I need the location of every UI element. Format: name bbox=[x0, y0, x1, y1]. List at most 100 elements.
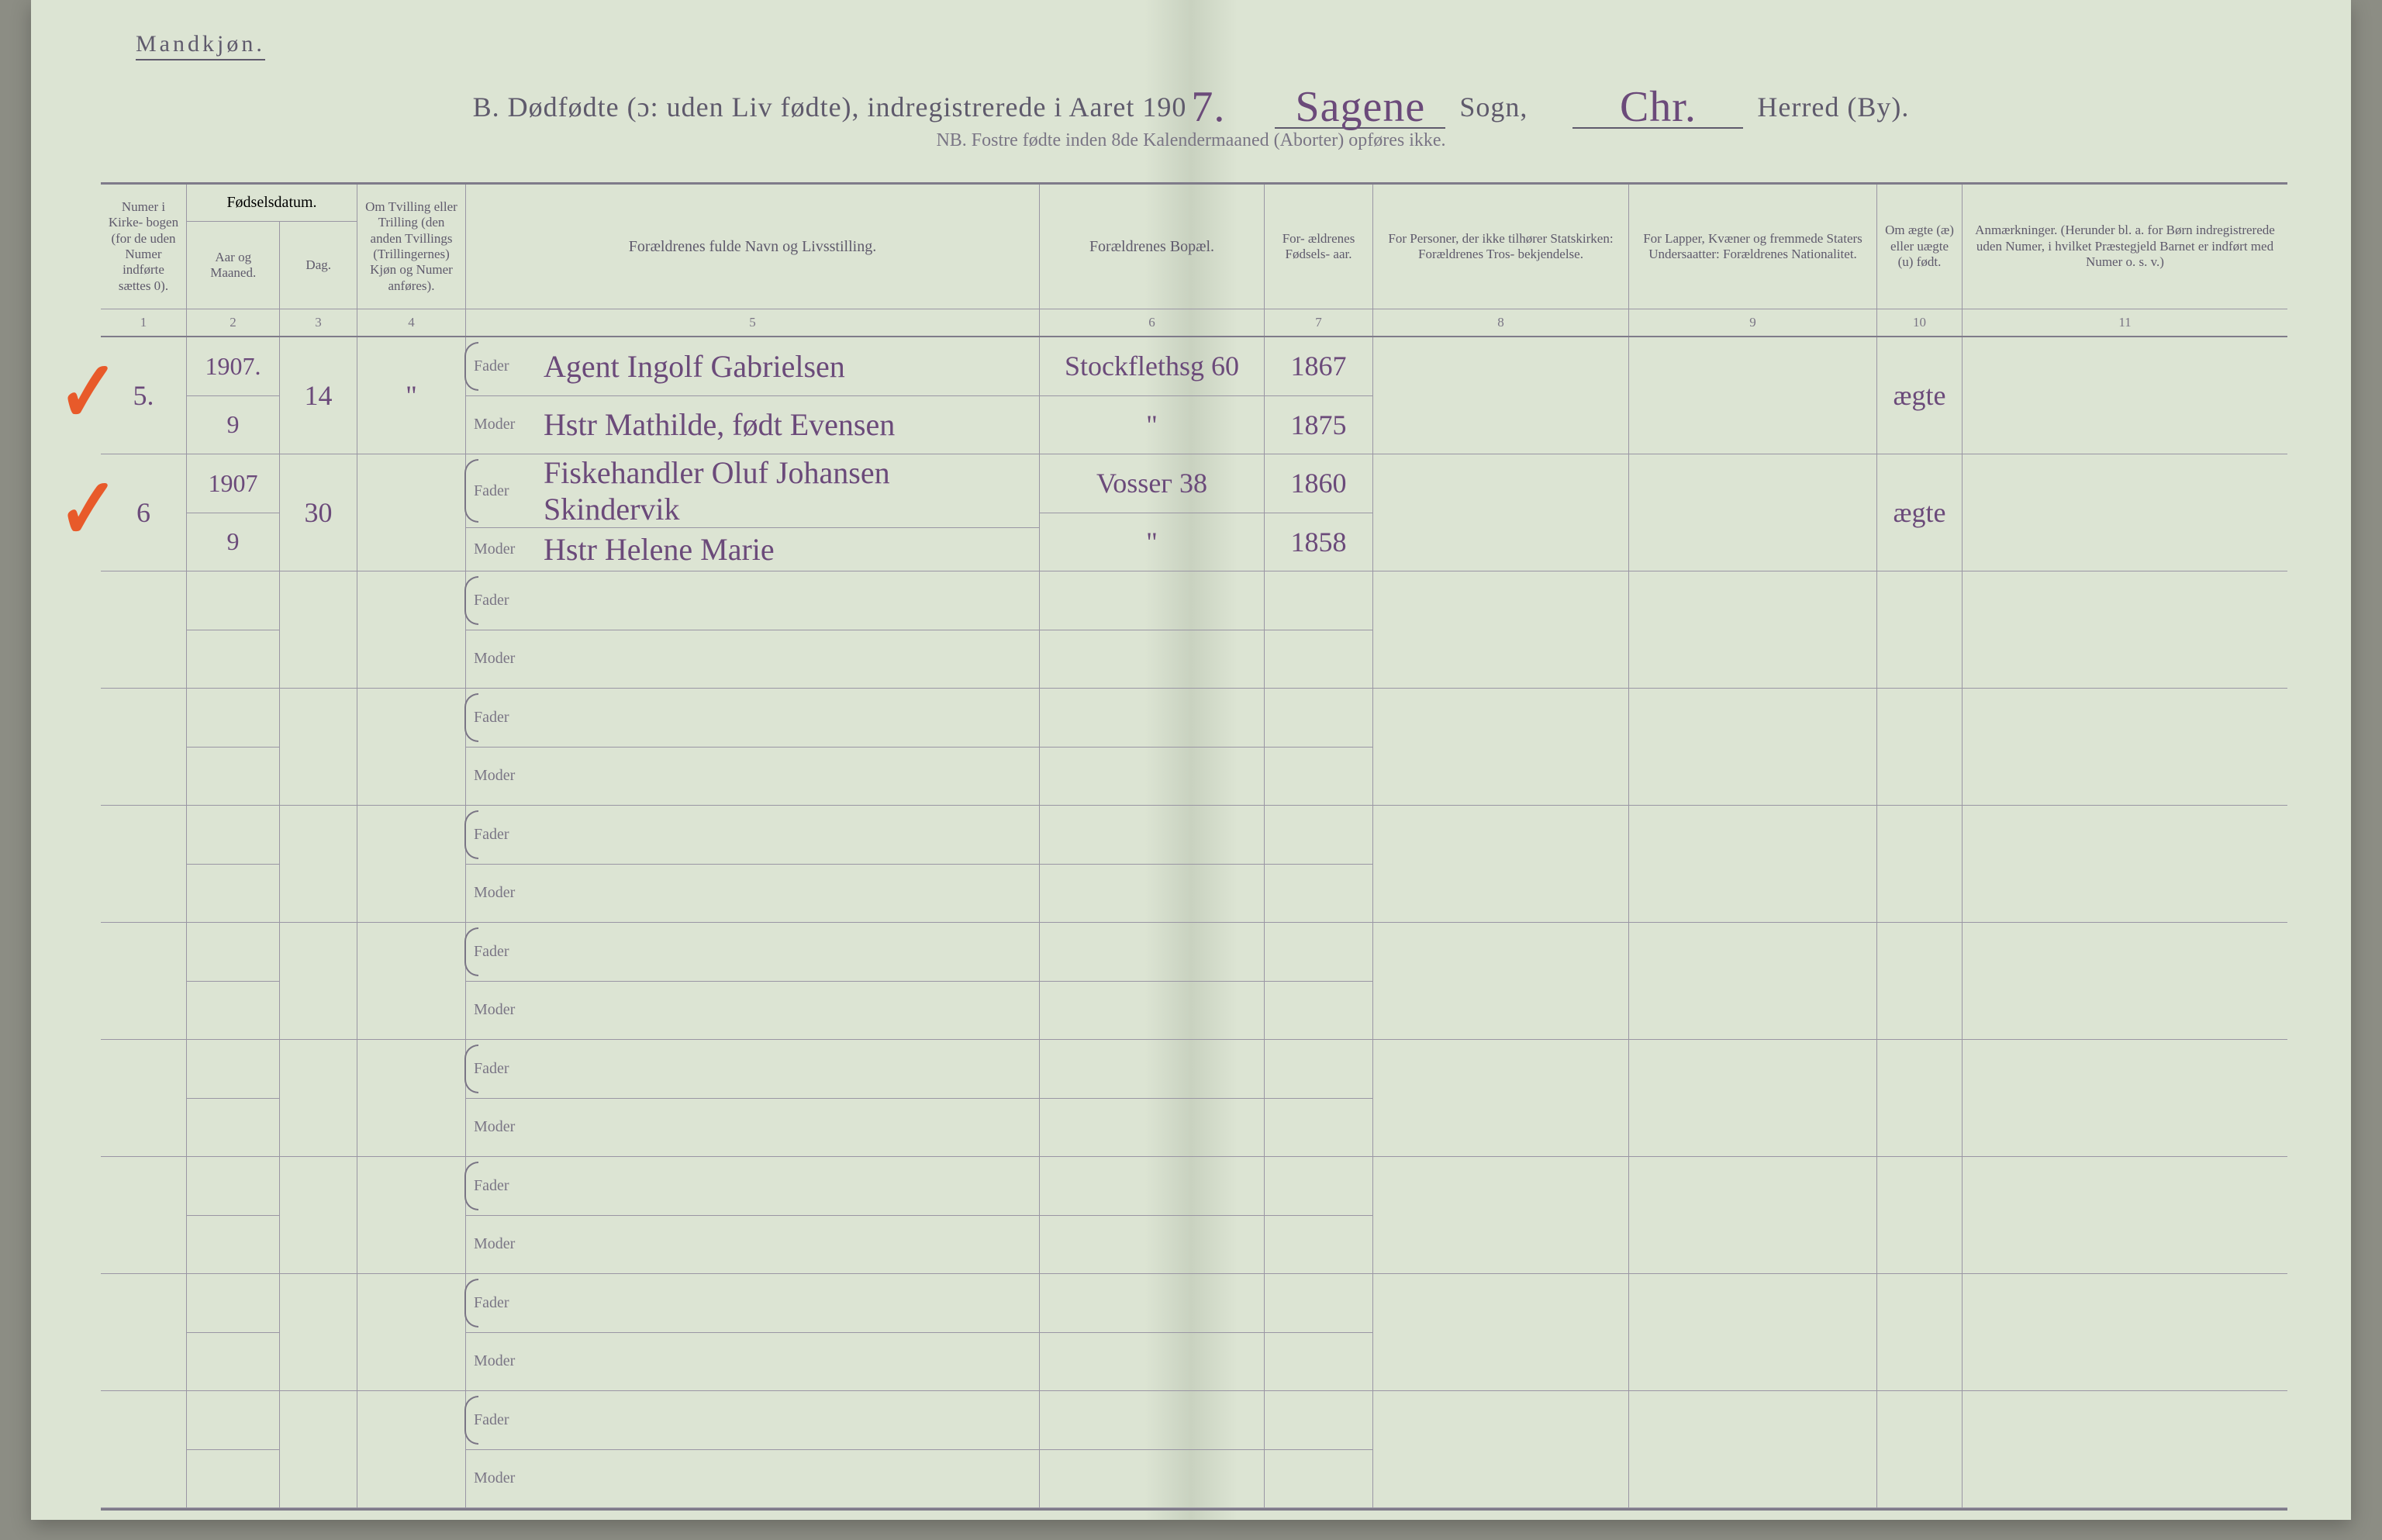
sogn-hand: Sagene bbox=[1291, 82, 1431, 132]
cell-anm bbox=[1962, 923, 2287, 1039]
colnum: 10 bbox=[1876, 309, 1962, 336]
cell-bopel: Stockflethsg 60 " bbox=[1039, 337, 1264, 454]
cell-day bbox=[279, 1391, 357, 1507]
cell-aegte: ægte bbox=[1876, 337, 1962, 454]
cell-aar bbox=[1264, 806, 1372, 922]
cell-nationalitet bbox=[1628, 806, 1876, 922]
cell-num bbox=[101, 689, 186, 805]
cell-aar bbox=[1264, 571, 1372, 688]
cell-year-month bbox=[186, 571, 279, 688]
table-row: Fader Moder bbox=[101, 689, 2287, 806]
cell-parents-name: Fader Moder bbox=[465, 923, 1039, 1039]
title-row: B. Dødfødte (ɔ: uden Liv fødte), indregi… bbox=[31, 78, 2351, 129]
cell-tros bbox=[1372, 923, 1628, 1039]
table-row: Fader Moder bbox=[101, 1040, 2287, 1157]
cell-bopel bbox=[1039, 571, 1264, 688]
cell-num: 5. bbox=[101, 337, 186, 454]
cell-num bbox=[101, 1274, 186, 1390]
cell-parents-name: Fader Agent Ingolf Gabrielsen Moder Hstr… bbox=[465, 337, 1039, 454]
moder-name: Hstr Helene Marie bbox=[544, 531, 775, 568]
cell-aegte bbox=[1876, 1391, 1962, 1507]
role-moder: Moder bbox=[474, 540, 536, 558]
cell-bopel: Vossег 38 " bbox=[1039, 454, 1264, 571]
role-fader: Fader bbox=[474, 709, 536, 727]
cell-aegte bbox=[1876, 923, 1962, 1039]
table-row: Fader Moder bbox=[101, 923, 2287, 1040]
cell-nationalitet bbox=[1628, 1040, 1876, 1156]
col-10-header: Om ægte (æ) eller uægte (u) født. bbox=[1876, 185, 1962, 309]
role-moder: Moder bbox=[474, 1118, 536, 1136]
colnum: 9 bbox=[1628, 309, 1876, 336]
col-2-header: Aar og Maaned. bbox=[187, 222, 279, 309]
col-5-header: Forældrenes fulde Navn og Livsstilling. bbox=[465, 185, 1039, 309]
cell-year-month: 1907. 9 bbox=[186, 337, 279, 454]
cell-aegte bbox=[1876, 689, 1962, 805]
cell-twin bbox=[357, 571, 465, 688]
colnum: 1 bbox=[101, 309, 186, 336]
col-6-header: Forældrenes Bopæl. bbox=[1039, 185, 1264, 309]
colnum: 11 bbox=[1962, 309, 2287, 336]
cell-aar bbox=[1264, 1274, 1372, 1390]
table-row: 5. 1907. 9 14 " Fader Agent Ingolf Gabri… bbox=[101, 337, 2287, 454]
cell-aegte bbox=[1876, 1274, 1962, 1390]
col-7-header: For- ældrenes Fødsels- aar. bbox=[1264, 185, 1372, 309]
cell-aegte bbox=[1876, 1157, 1962, 1273]
role-moder: Moder bbox=[474, 767, 536, 785]
colnum: 8 bbox=[1372, 309, 1628, 336]
cell-twin: " bbox=[357, 337, 465, 454]
table-row: Fader Moder bbox=[101, 1274, 2287, 1391]
cell-day bbox=[279, 1157, 357, 1273]
cell-tros bbox=[1372, 337, 1628, 454]
herred-label: Herred (By). bbox=[1757, 91, 1909, 123]
cell-day bbox=[279, 571, 357, 688]
cell-num bbox=[101, 1157, 186, 1273]
herred-hand: Chr. bbox=[1615, 82, 1701, 132]
cell-aegte bbox=[1876, 806, 1962, 922]
col-11-header: Anmærkninger. (Herunder bl. a. for Børn … bbox=[1962, 185, 2287, 309]
cell-day: 30 bbox=[279, 454, 357, 571]
cell-tros bbox=[1372, 1391, 1628, 1507]
cell-anm bbox=[1962, 454, 2287, 571]
cell-num: 6 bbox=[101, 454, 186, 571]
cell-anm bbox=[1962, 1157, 2287, 1273]
cell-day bbox=[279, 1274, 357, 1390]
cell-nationalitet bbox=[1628, 1157, 1876, 1273]
cell-anm bbox=[1962, 806, 2287, 922]
cell-day bbox=[279, 923, 357, 1039]
cell-twin bbox=[357, 689, 465, 805]
cell-bopel bbox=[1039, 1040, 1264, 1156]
cell-twin bbox=[357, 1157, 465, 1273]
cell-parents-name: Fader Moder bbox=[465, 806, 1039, 922]
cell-parents-name: Fader Moder bbox=[465, 1274, 1039, 1390]
table-row: Fader Moder bbox=[101, 806, 2287, 923]
year-hand: 7. bbox=[1186, 82, 1230, 132]
cell-year-month bbox=[186, 806, 279, 922]
cell-tros bbox=[1372, 454, 1628, 571]
cell-tros bbox=[1372, 571, 1628, 688]
table-row: 6 1907 9 30 Fader Fiskehandler Oluf Joha… bbox=[101, 454, 2287, 571]
moder-name: Hstr Mathilde, født Evensen bbox=[544, 406, 895, 443]
fader-name: Agent Ingolf Gabrielsen bbox=[544, 348, 845, 385]
cell-aar bbox=[1264, 1391, 1372, 1507]
role-moder: Moder bbox=[474, 884, 536, 902]
cell-parents-name: Fader Moder bbox=[465, 1157, 1039, 1273]
cell-nationalitet bbox=[1628, 337, 1876, 454]
cell-nationalitet bbox=[1628, 1391, 1876, 1507]
cell-anm bbox=[1962, 571, 2287, 688]
cell-aar bbox=[1264, 1040, 1372, 1156]
cell-anm bbox=[1962, 689, 2287, 805]
cell-nationalitet bbox=[1628, 923, 1876, 1039]
cell-tros bbox=[1372, 806, 1628, 922]
nb-note: NB. Fostre fødte inden 8de Kalendermaane… bbox=[31, 130, 2351, 151]
cell-anm bbox=[1962, 1274, 2287, 1390]
cell-parents-name: Fader Moder bbox=[465, 571, 1039, 688]
cell-parents-name: Fader Moder bbox=[465, 689, 1039, 805]
colnum: 6 bbox=[1039, 309, 1264, 336]
cell-tros bbox=[1372, 1157, 1628, 1273]
cell-year-month bbox=[186, 1391, 279, 1507]
cell-tros bbox=[1372, 1274, 1628, 1390]
cell-aar: 1867 1875 bbox=[1264, 337, 1372, 454]
colnum: 2 bbox=[186, 309, 279, 336]
cell-day bbox=[279, 1040, 357, 1156]
role-fader: Fader bbox=[474, 482, 536, 500]
